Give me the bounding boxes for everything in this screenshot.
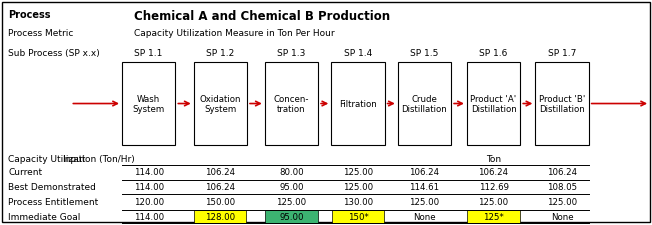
Text: SP 1.6: SP 1.6 [479, 48, 508, 57]
Text: 106.24: 106.24 [479, 168, 509, 177]
Text: 130.00: 130.00 [343, 197, 373, 206]
Text: 150*: 150* [348, 212, 368, 221]
Text: 114.00: 114.00 [134, 212, 164, 221]
Text: 114.61: 114.61 [409, 182, 439, 191]
Text: Process Metric: Process Metric [8, 29, 74, 38]
Text: SP 1.7: SP 1.7 [548, 48, 576, 57]
Text: 125.00: 125.00 [343, 182, 373, 191]
Text: SP 1.2: SP 1.2 [206, 48, 235, 57]
Text: SP 1.1: SP 1.1 [134, 48, 163, 57]
Text: Chemical A and Chemical B Production: Chemical A and Chemical B Production [134, 10, 390, 23]
Text: SP 1.3: SP 1.3 [277, 48, 306, 57]
Text: Filtration: Filtration [339, 100, 377, 108]
FancyBboxPatch shape [535, 63, 589, 145]
FancyBboxPatch shape [332, 210, 384, 223]
FancyBboxPatch shape [265, 210, 318, 223]
Text: Concen-
tration: Concen- tration [274, 94, 309, 114]
Text: Input: Input [62, 154, 85, 163]
Text: 95.00: 95.00 [279, 182, 304, 191]
Text: 125*: 125* [483, 212, 504, 221]
Text: Ton: Ton [486, 154, 501, 163]
Text: Product 'B'
Distillation: Product 'B' Distillation [539, 94, 585, 114]
Text: 95.00: 95.00 [279, 212, 304, 221]
Text: Wash
System: Wash System [132, 94, 165, 114]
Text: Capacity Utilization Measure in Ton Per Hour: Capacity Utilization Measure in Ton Per … [134, 29, 334, 38]
Text: SP 1.4: SP 1.4 [344, 48, 372, 57]
FancyBboxPatch shape [194, 63, 247, 145]
Text: 106.24: 106.24 [205, 168, 235, 177]
Text: Crude
Distillation: Crude Distillation [402, 94, 447, 114]
Text: 120.00: 120.00 [134, 197, 164, 206]
FancyBboxPatch shape [331, 63, 385, 145]
Text: 128.00: 128.00 [205, 212, 235, 221]
Text: 150.00: 150.00 [205, 197, 235, 206]
FancyBboxPatch shape [194, 210, 246, 223]
Text: 112.69: 112.69 [479, 182, 509, 191]
Text: 114.00: 114.00 [134, 182, 164, 191]
FancyBboxPatch shape [398, 63, 451, 145]
FancyBboxPatch shape [467, 63, 520, 145]
FancyBboxPatch shape [467, 210, 520, 223]
Text: Best Demonstrated: Best Demonstrated [8, 182, 96, 191]
Text: 114.00: 114.00 [134, 168, 164, 177]
Text: 80.00: 80.00 [279, 168, 304, 177]
Text: 125.00: 125.00 [479, 197, 509, 206]
Text: 125.00: 125.00 [276, 197, 306, 206]
Text: 125.00: 125.00 [409, 197, 439, 206]
FancyBboxPatch shape [265, 63, 318, 145]
Text: None: None [413, 212, 436, 221]
Text: Current: Current [8, 168, 42, 177]
Text: Process: Process [8, 10, 51, 20]
Text: Sub Process (SP x.x): Sub Process (SP x.x) [8, 48, 100, 57]
Text: Process Entitlement: Process Entitlement [8, 197, 98, 206]
FancyBboxPatch shape [122, 63, 175, 145]
Text: None: None [551, 212, 573, 221]
Text: Immediate Goal: Immediate Goal [8, 212, 81, 221]
Text: 125.00: 125.00 [547, 197, 577, 206]
Text: Product 'A'
Distillation: Product 'A' Distillation [471, 94, 516, 114]
Text: SP 1.5: SP 1.5 [410, 48, 439, 57]
Text: 106.24: 106.24 [205, 182, 235, 191]
Text: 106.24: 106.24 [409, 168, 439, 177]
FancyBboxPatch shape [2, 3, 650, 222]
Text: 125.00: 125.00 [343, 168, 373, 177]
Text: 106.24: 106.24 [547, 168, 577, 177]
Text: Capacity Utilization (Ton/Hr): Capacity Utilization (Ton/Hr) [8, 154, 135, 163]
Text: Oxidation
System: Oxidation System [200, 94, 241, 114]
Text: 108.05: 108.05 [547, 182, 577, 191]
